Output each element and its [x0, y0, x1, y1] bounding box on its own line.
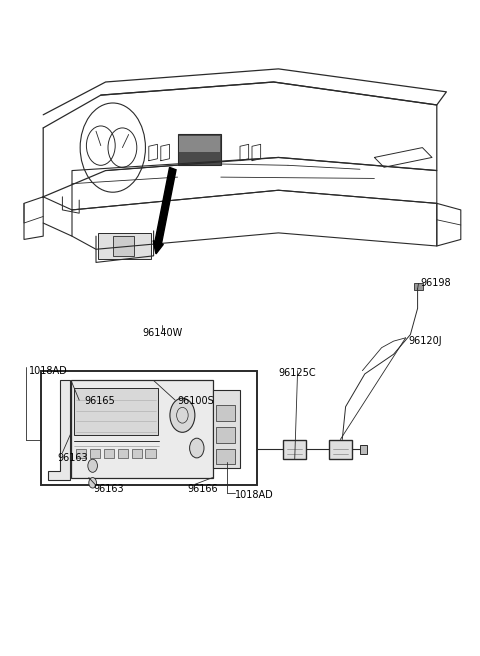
Bar	[74, 388, 158, 435]
Circle shape	[190, 438, 204, 458]
Text: 96120J: 96120J	[408, 336, 442, 346]
Text: 1018AD: 1018AD	[29, 365, 68, 376]
Text: 96198: 96198	[420, 278, 451, 289]
Polygon shape	[48, 380, 70, 480]
Bar	[71, 380, 213, 478]
Text: 96165: 96165	[84, 396, 115, 407]
Bar	[216, 449, 235, 464]
Bar	[98, 233, 151, 259]
Bar	[113, 236, 134, 256]
Text: 96100S: 96100S	[178, 396, 215, 407]
Bar	[414, 283, 423, 290]
Bar	[145, 449, 156, 458]
FancyArrow shape	[153, 167, 176, 254]
Text: 96166: 96166	[187, 483, 218, 494]
Text: 96140W: 96140W	[142, 328, 182, 338]
Text: 96163: 96163	[94, 483, 124, 494]
Bar	[329, 440, 352, 459]
Bar	[41, 371, 257, 485]
Circle shape	[170, 398, 195, 432]
Text: 1018AD: 1018AD	[235, 490, 274, 501]
Bar	[216, 427, 235, 443]
Circle shape	[88, 459, 97, 472]
Bar	[90, 449, 100, 458]
Text: 96163: 96163	[58, 453, 88, 463]
Bar	[179, 136, 220, 152]
Bar	[104, 449, 114, 458]
Circle shape	[89, 478, 96, 488]
Bar	[76, 449, 86, 458]
Bar	[178, 134, 221, 165]
Bar	[132, 449, 142, 458]
Bar	[360, 445, 367, 454]
Bar	[216, 405, 235, 421]
Text: 96125C: 96125C	[279, 367, 316, 378]
Bar	[118, 449, 128, 458]
Bar	[213, 390, 240, 468]
Bar	[283, 440, 306, 459]
